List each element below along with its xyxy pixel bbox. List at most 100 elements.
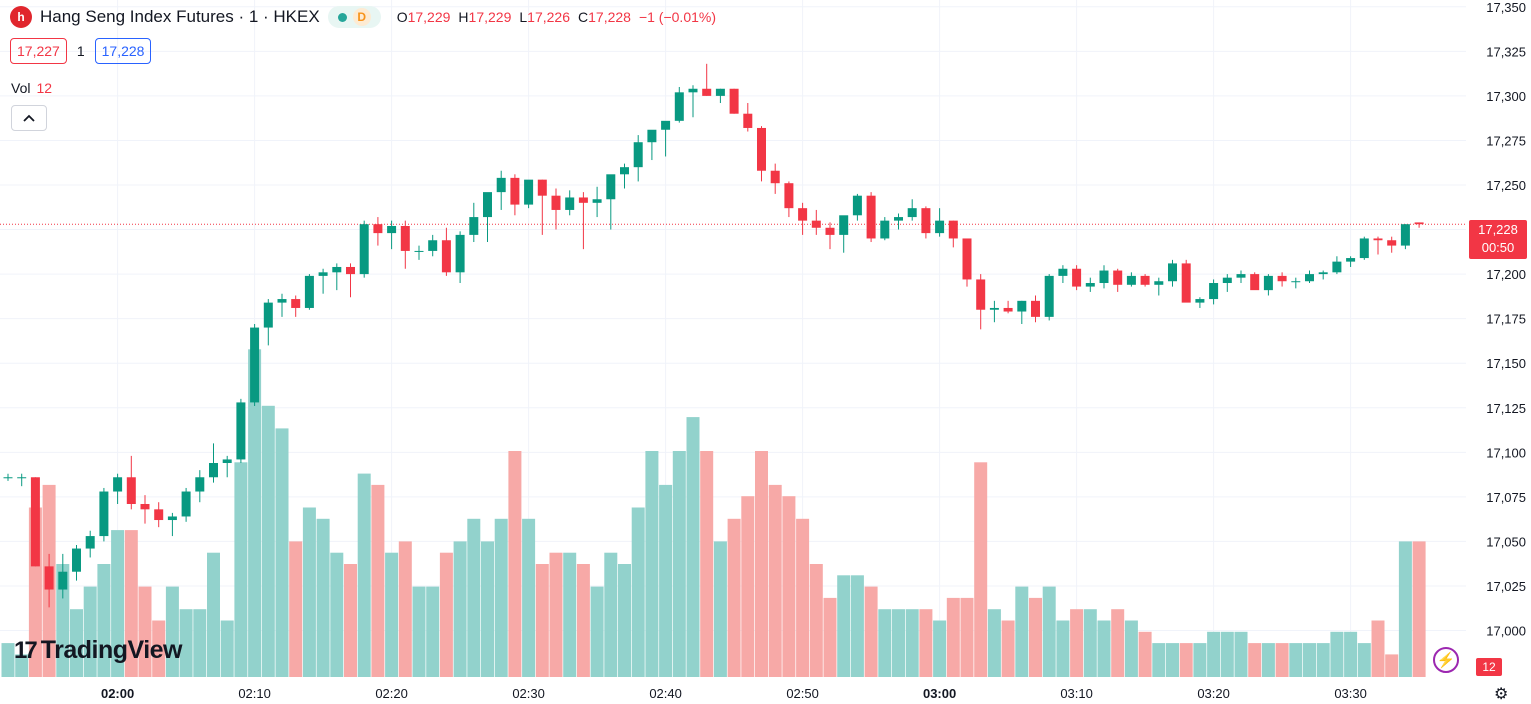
volume-bar (316, 518, 330, 677)
candle-body (606, 174, 616, 200)
candle-body (483, 192, 492, 218)
volume-bar (152, 620, 166, 677)
volume-bar (302, 507, 316, 677)
candle-body (1250, 274, 1260, 291)
volume-bar (823, 597, 837, 677)
price-tick-label: 17,075 (1486, 490, 1526, 505)
candle-body (346, 266, 355, 275)
volume-label: Vol (11, 80, 31, 96)
candle-body (428, 240, 438, 251)
candle-body (770, 170, 780, 184)
bar-countdown: 00:50 (1481, 240, 1515, 255)
candle-body (1113, 270, 1123, 285)
volume-bar (686, 417, 700, 677)
candle-body (1209, 283, 1219, 300)
candle-body (1318, 272, 1328, 275)
volume-bar (946, 597, 960, 677)
volume-badge: 12 (1476, 658, 1502, 676)
candle-body (469, 217, 479, 235)
candle-body (3, 477, 13, 479)
volume-bar (631, 507, 645, 677)
volume-bar (1056, 620, 1070, 677)
candle-body (743, 113, 753, 128)
candle-body (1072, 268, 1082, 287)
candle-body (332, 266, 342, 273)
volume-legend: Vol 12 (11, 80, 52, 96)
quote-panel: 17,227 1 17,228 (10, 38, 152, 64)
volume-bar (1412, 541, 1426, 677)
time-tick-label: 02:40 (649, 686, 682, 701)
candle-body (866, 195, 876, 239)
volume-bar (850, 575, 864, 677)
candle-body (1031, 300, 1040, 317)
volume-bar (809, 564, 823, 677)
price-axis[interactable]: 17,35017,32517,30017,27517,25017,22517,2… (1486, 0, 1526, 639)
volume-bar (1357, 643, 1371, 677)
candle-body (592, 199, 602, 203)
volume-bar (275, 428, 289, 677)
candle-body (72, 548, 81, 572)
volume-value: 12 (36, 80, 53, 96)
candle-body (620, 167, 629, 175)
volume-bar (659, 484, 673, 677)
volume-bar (604, 552, 618, 677)
candle-body (140, 503, 150, 510)
lightning-icon[interactable]: ⚡ (1433, 647, 1459, 673)
volume-bar (1, 643, 15, 677)
candle-body (359, 224, 369, 275)
candle-body (524, 179, 534, 205)
volume-bar (1234, 631, 1248, 677)
price-tick-label: 17,000 (1486, 624, 1526, 639)
volume-bar (111, 530, 125, 677)
symbol-title[interactable]: Hang Seng Index Futures · 1 · HKEX (40, 7, 320, 26)
volume-bar (165, 586, 179, 677)
sell-price-button[interactable]: 17,227 (10, 38, 67, 64)
volume-bar (837, 575, 851, 677)
price-tick-label: 17,325 (1486, 44, 1526, 59)
tradingview-logo[interactable]: 17 TradingView (14, 636, 183, 665)
volume-bar (1398, 541, 1412, 677)
ohlc-close: C17,228 (578, 9, 631, 25)
volume-bar (439, 552, 453, 677)
candle-body (784, 183, 794, 209)
time-tick-label: 02:10 (238, 686, 271, 701)
candle-body (1181, 263, 1191, 303)
time-axis[interactable]: 02:00 02:10 02:20 02:30 02:40 02:50 03:00 03:10… (101, 686, 1367, 701)
price-tick-label: 17,050 (1486, 534, 1526, 549)
candle-body (852, 195, 862, 216)
candle-body (85, 536, 95, 549)
volume-bar (179, 609, 193, 677)
price-tick-label: 17,250 (1486, 178, 1526, 193)
candle-body (318, 272, 328, 276)
candle-body (291, 299, 301, 308)
buy-price-button[interactable]: 17,228 (94, 38, 152, 64)
candle-body (1140, 275, 1150, 285)
gear-icon[interactable]: ⚙ (1494, 686, 1509, 703)
volume-bar (330, 552, 344, 677)
volume-bar (1193, 643, 1207, 677)
price-tick-label: 17,200 (1486, 267, 1526, 282)
volume-bar (905, 609, 919, 677)
volume-bar (1029, 597, 1042, 677)
last-price-value: 17,228 (1478, 222, 1518, 237)
candle-body (167, 516, 177, 521)
candle-body (894, 217, 903, 221)
volume-bar (1385, 654, 1399, 677)
volume-bar (933, 620, 947, 677)
candle-body (921, 208, 931, 234)
price-tick-label: 17,150 (1486, 356, 1526, 371)
candle-body (1236, 274, 1246, 278)
volume-bar (864, 586, 878, 677)
collapse-legend-button[interactable] (11, 105, 47, 131)
price-tick-label: 17,350 (1486, 0, 1526, 15)
volume-bar (713, 541, 727, 677)
candle-body (976, 279, 986, 310)
market-status-badge[interactable]: D (327, 6, 381, 28)
volume-bar (782, 496, 796, 677)
time-tick-label: 03:00 (923, 686, 956, 701)
candle-body (661, 120, 671, 130)
time-tick-label: 02:30 (512, 686, 545, 701)
candle-body (578, 197, 588, 203)
candle-body (1154, 281, 1164, 285)
